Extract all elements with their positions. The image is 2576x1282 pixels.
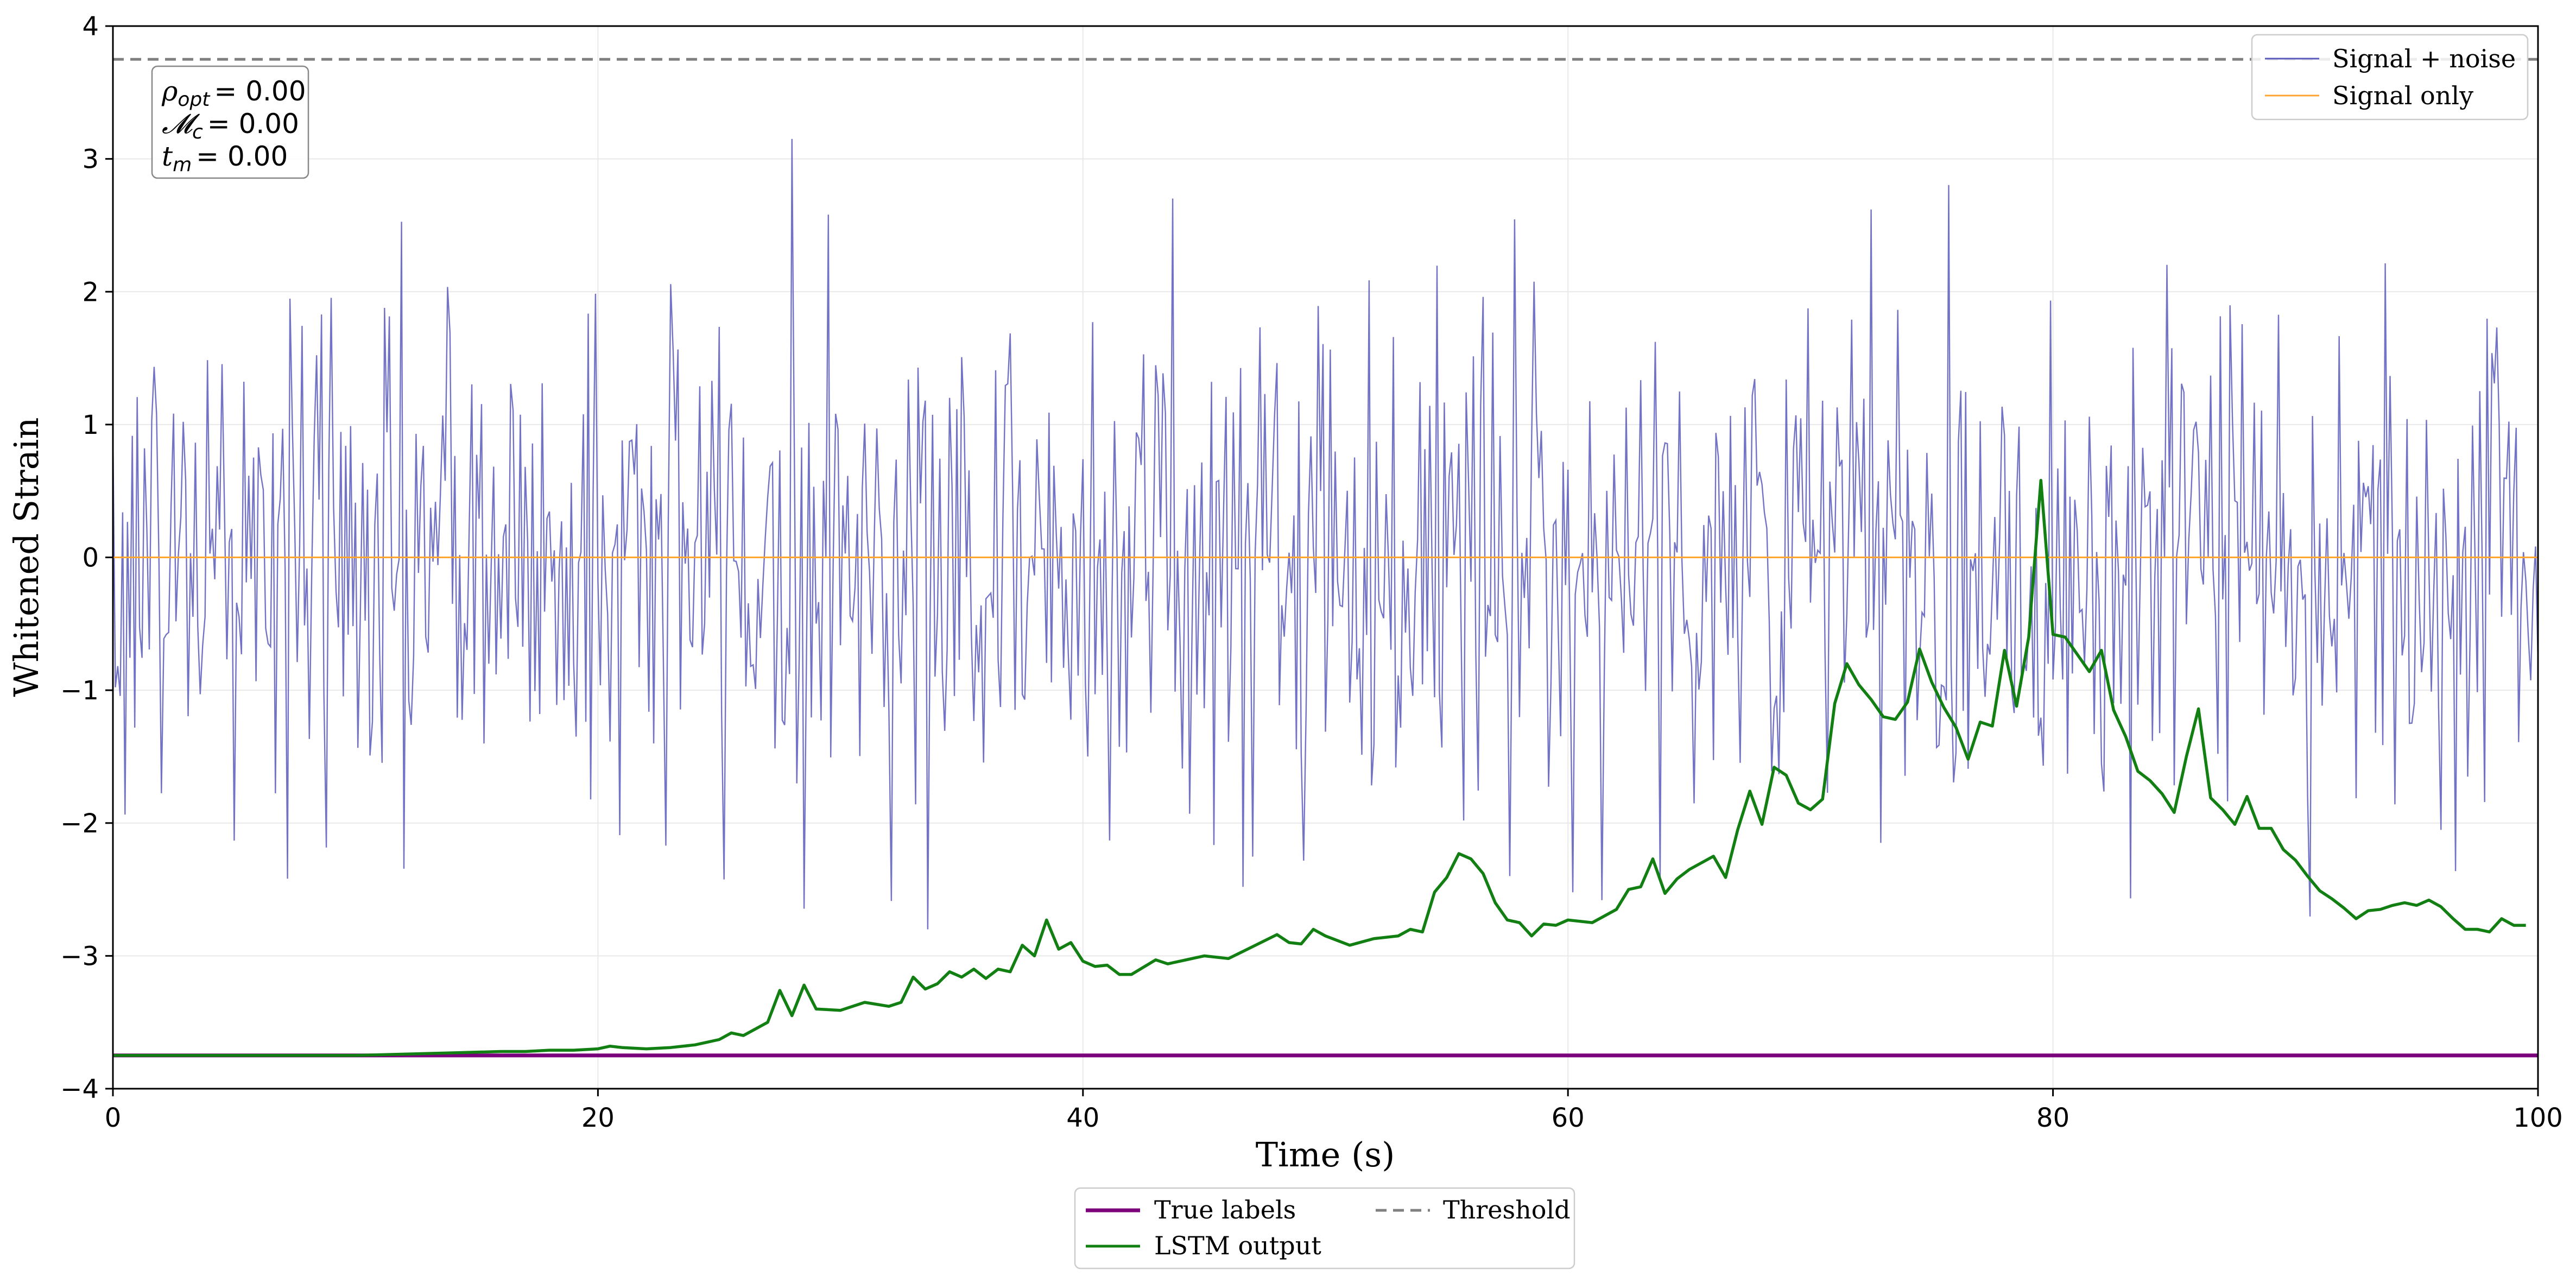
y-tick-label: −4: [60, 1074, 99, 1104]
stat-rho-opt: ρopt = 0.00: [161, 75, 306, 111]
stat-chirp-mass: 𝓜c = 0.00: [162, 108, 299, 143]
y-axis-ticks: −4 −3 −2 −1 0 1 2 3 4: [60, 11, 113, 1104]
x-tick-label: 80: [2036, 1103, 2069, 1133]
y-tick-label: −3: [60, 941, 99, 971]
x-tick-label: 60: [1552, 1103, 1585, 1133]
x-tick-label: 100: [2513, 1103, 2563, 1133]
y-tick-label: 2: [82, 277, 99, 307]
legend-label-lstm-output: LSTM output: [1154, 1231, 1321, 1260]
legend-top: Signal + noise Signal only: [2251, 34, 2529, 121]
y-tick-label: 4: [82, 11, 99, 42]
x-axis-ticks: 0 20 40 60 80 100: [105, 1089, 2563, 1133]
legend-label-signal-noise: Signal + noise: [2332, 44, 2516, 73]
y-tick-label: −2: [60, 809, 99, 839]
x-axis-label: Time (s): [1256, 1135, 1395, 1174]
y-axis-label: Whitened Strain: [7, 418, 46, 697]
legend-label-threshold: Threshold: [1443, 1195, 1571, 1224]
y-tick-label: 1: [82, 410, 99, 440]
series-signal-noise: [113, 138, 2538, 930]
y-tick-label: 0: [82, 543, 99, 573]
y-tick-label: 3: [82, 144, 99, 175]
x-tick-label: 20: [581, 1103, 615, 1133]
x-tick-label: 40: [1066, 1103, 1099, 1133]
y-tick-label: −1: [60, 675, 99, 706]
series-lstm-output: [113, 478, 2526, 1057]
legend-bottom: True labels Threshold LSTM output: [1074, 1187, 1575, 1270]
legend-label-true-labels: True labels: [1154, 1195, 1296, 1224]
legend-label-signal-only: Signal only: [2332, 81, 2473, 110]
x-tick-label: 0: [105, 1103, 122, 1133]
stats-box: ρopt = 0.00 𝓜c = 0.00 tm = 0.00: [151, 65, 309, 179]
stat-merger-time: tm = 0.00: [162, 141, 288, 176]
